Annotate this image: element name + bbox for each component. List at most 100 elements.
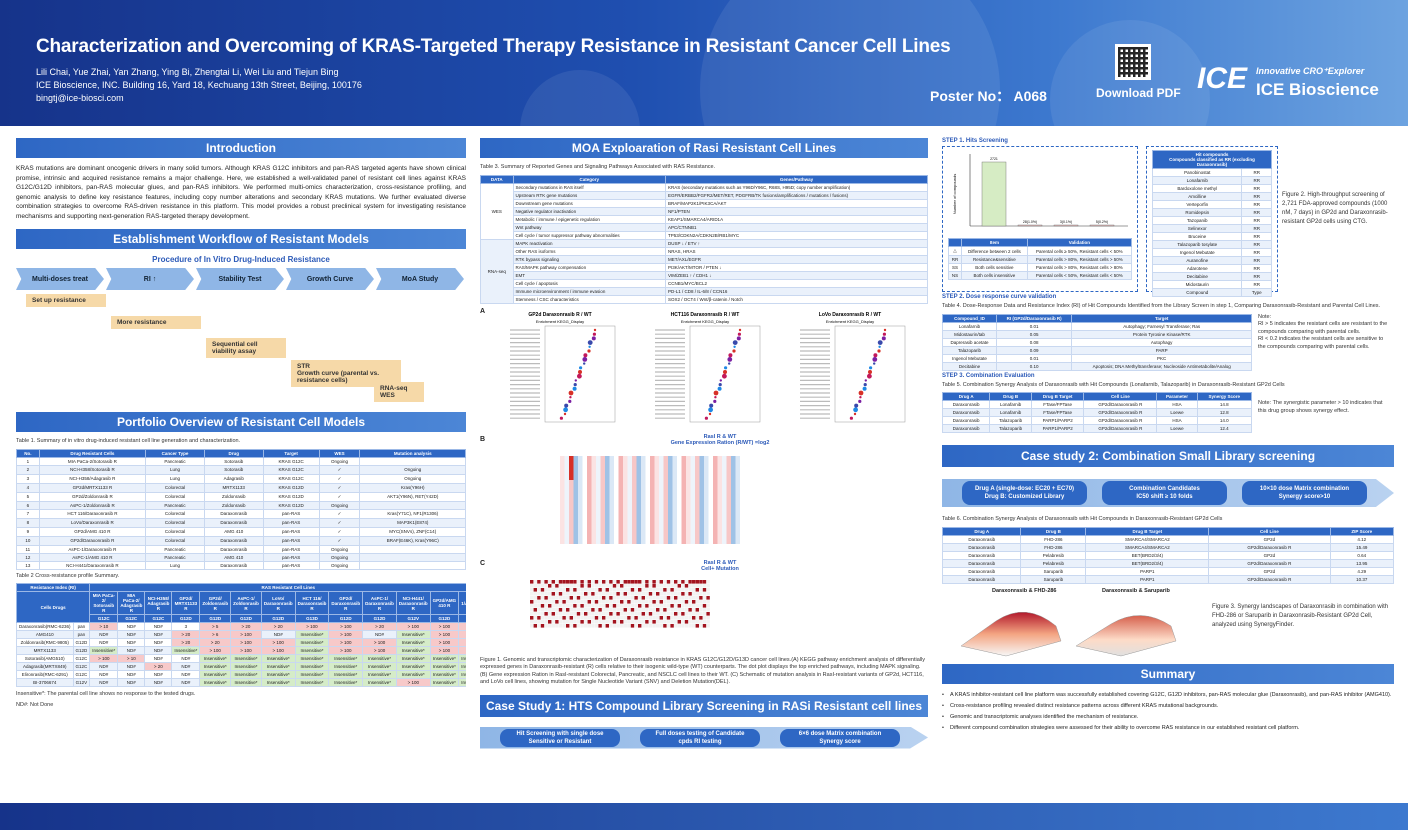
heatmap-cell xyxy=(641,483,646,488)
table-row: AMG410 pan ND# ND# ND# > 20 > 6 > 100 ND# Insensi… xyxy=(16,630,466,639)
table-cell: Insensitive* xyxy=(294,646,330,655)
heatmap-cell xyxy=(735,531,740,536)
heatmap-cell xyxy=(569,507,574,512)
mutation-cell xyxy=(663,579,667,584)
heatmap-cell xyxy=(690,487,695,492)
mutation-cell xyxy=(558,583,563,588)
table-cell: ✓ xyxy=(318,482,361,493)
download-pdf-link[interactable]: Download PDF xyxy=(1096,86,1181,100)
mutation-cell xyxy=(670,623,674,628)
heatmap-cell xyxy=(632,471,637,476)
heatmap-cell xyxy=(591,495,596,500)
table-cell: Panobinostat xyxy=(1151,168,1243,177)
flow-pill: Combination Candidates IC50 shift ≥ 10 f… xyxy=(1102,481,1227,505)
mutation-cell xyxy=(555,615,559,620)
table2-corner: Resistance Index (RI) xyxy=(16,583,91,592)
dot-point xyxy=(858,390,864,395)
heatmap-cell xyxy=(708,495,713,500)
heatmap-cell xyxy=(654,523,659,528)
heatmap-cell xyxy=(722,491,727,496)
table-cell: Daraxonrasib xyxy=(941,542,1022,552)
mutation-cell xyxy=(706,603,710,608)
mutation-cell xyxy=(677,591,681,596)
heatmap-cell xyxy=(731,459,736,464)
mutation-cell xyxy=(573,607,577,612)
table-cell: CCNB1/MYC/BCL2 xyxy=(665,278,928,288)
heatmap-cell xyxy=(726,503,731,508)
table-row: WES Secondary mutations in RAS itself KRAS… xyxy=(480,182,928,240)
dot-point xyxy=(579,365,583,369)
heatmap-cell xyxy=(609,503,614,508)
heatmap-cell xyxy=(564,475,569,480)
heatmap-cell xyxy=(695,519,700,524)
heatmap-cell xyxy=(672,495,677,500)
table-cell: > 100 xyxy=(89,654,119,663)
heatmap-cell xyxy=(695,467,700,472)
mutation-cell xyxy=(544,611,548,616)
heatmap-cell xyxy=(578,519,583,524)
heatmap-cell xyxy=(726,463,731,468)
heatmap-cell xyxy=(641,527,646,532)
qr-code-icon[interactable] xyxy=(1115,44,1151,80)
logo-name: ICE Bioscience xyxy=(1256,80,1379,99)
table-cell: RR xyxy=(1241,240,1272,249)
heatmap-cell xyxy=(704,515,709,520)
table-cell xyxy=(359,544,466,554)
table-cell: Ingenol Mebutate xyxy=(941,353,998,363)
table-cell: > 100 xyxy=(429,622,460,631)
mutation-cell xyxy=(663,583,667,588)
table-cell: BRAF/MAP2K1/PIK3CA/AKT xyxy=(665,198,928,208)
mutation-cell xyxy=(638,599,642,604)
heatmap-cell xyxy=(672,475,677,480)
heatmap-cell xyxy=(726,531,731,536)
mutation-cell xyxy=(670,579,674,584)
mutation-cell xyxy=(540,599,545,604)
table-cell: RR xyxy=(1241,256,1272,265)
mutation-cell xyxy=(677,623,681,628)
mutation-cell xyxy=(656,583,660,588)
heatmap-cell xyxy=(645,539,650,544)
mutation-cell xyxy=(670,599,674,604)
mutation-cell xyxy=(674,611,678,616)
table-cell: Insensitive* xyxy=(395,646,431,655)
email[interactable]: bingtj@ice-biosci.com xyxy=(36,93,124,103)
mutation-cell xyxy=(530,595,534,600)
mutation-cell xyxy=(688,591,692,596)
table-row: Other RAS isoforms NRAS, HRAS xyxy=(481,246,928,256)
dot-point xyxy=(849,416,853,420)
heatmap-cell xyxy=(713,463,718,468)
mutation-cell xyxy=(630,603,635,608)
heatmap-cell xyxy=(618,455,623,460)
heatmap-cell xyxy=(560,467,565,472)
mutation-cell xyxy=(692,611,696,616)
table-header-cell: AsPC-1/AMG 410 R xyxy=(458,591,466,615)
heatmap-cell xyxy=(596,535,601,540)
workflow-heading: Establishment Workflow of Resistant Mode… xyxy=(16,229,466,249)
heatmap-cell xyxy=(686,491,691,496)
table-cell: Insensitive* xyxy=(294,630,330,639)
table-cell: > 100 xyxy=(294,622,330,631)
heatmap-cell xyxy=(641,463,646,468)
heatmap-cell xyxy=(632,463,637,468)
heatmap-cell xyxy=(605,495,610,500)
decorative-bubble xyxy=(520,70,640,126)
table-cell: KRAS G12D xyxy=(262,500,320,510)
heatmap-cell xyxy=(569,515,574,520)
mutation-cell xyxy=(580,619,584,624)
dot-point xyxy=(582,356,588,362)
workflow-arrow: Multi-doses treat xyxy=(16,268,104,290)
heatmap-cell xyxy=(695,507,700,512)
heatmap-cell xyxy=(573,535,578,540)
table-cell: PARP xyxy=(1071,345,1252,355)
heatmap-cell xyxy=(668,539,673,544)
mutation-cell xyxy=(594,615,599,620)
heatmap-cell xyxy=(672,499,677,504)
mutation-matrix xyxy=(530,579,710,628)
hit-header: Hit compounds Compounds classified as RR… xyxy=(1152,150,1272,169)
heatmap-cell xyxy=(726,527,731,532)
heatmap-cell xyxy=(681,459,686,464)
heatmap-cell xyxy=(690,511,695,516)
heatmap-cell xyxy=(632,535,637,540)
heatmap-cell xyxy=(695,471,700,476)
dot-plot-subtitle: Enrichment KEGG_Display xyxy=(536,319,584,324)
